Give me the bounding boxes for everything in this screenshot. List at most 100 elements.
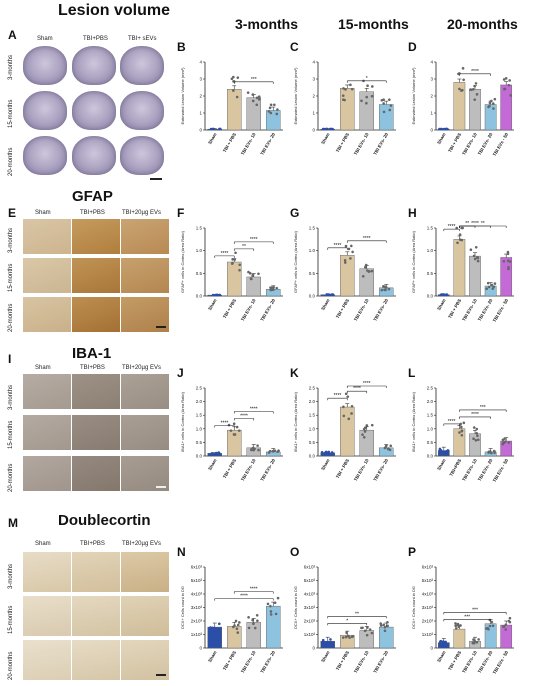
brain-section-image <box>23 136 67 175</box>
scale-bar <box>156 674 166 676</box>
data-point <box>256 444 259 447</box>
data-point <box>347 247 351 251</box>
data-point <box>276 450 279 453</box>
iba1-micrograph <box>23 456 71 491</box>
data-point <box>275 286 279 290</box>
data-point <box>344 635 348 639</box>
column-title-3-months: 3-months <box>235 16 298 32</box>
data-point <box>492 285 496 289</box>
data-point <box>327 640 330 644</box>
data-point <box>346 395 350 398</box>
y-tick-label: 3 <box>430 77 433 82</box>
data-point <box>328 293 332 297</box>
panel-label: C <box>290 40 299 54</box>
data-point <box>214 629 217 632</box>
data-point <box>236 631 240 634</box>
y-tick-label: 2x10³ <box>422 619 434 624</box>
x-tick-label: TBI EVs- 10 <box>240 458 257 482</box>
data-point <box>458 431 461 434</box>
scale-bar <box>156 486 166 488</box>
x-tick-label: TBI EVs- 10 <box>240 298 257 322</box>
data-point <box>491 102 495 105</box>
y-tick-label: 1x10³ <box>422 632 434 637</box>
y-tick-label: 2 <box>430 94 433 99</box>
data-point <box>255 103 259 107</box>
y-tick-label: 1 <box>199 111 202 116</box>
data-point <box>472 426 476 429</box>
dcx-micrograph <box>72 596 120 636</box>
brain-section-image <box>120 136 164 175</box>
data-point <box>454 624 457 628</box>
data-point <box>485 287 489 290</box>
data-point <box>380 288 384 292</box>
data-point <box>472 638 475 641</box>
section-key-i: I <box>8 352 12 366</box>
data-point <box>502 259 506 263</box>
y-tick-label: 1x10³ <box>191 632 203 637</box>
x-tick-label: TBI EVs- 10 <box>353 458 370 482</box>
x-tick-label: Sham <box>436 650 446 663</box>
data-point <box>493 282 497 285</box>
bar <box>453 628 466 649</box>
x-tick-label: Sham <box>320 458 330 471</box>
data-point <box>230 77 234 81</box>
col-header-tbi-pbs: TBI+PBS <box>80 210 105 216</box>
data-point <box>458 87 461 91</box>
dcx-micrograph <box>23 552 71 592</box>
data-point <box>247 270 250 274</box>
panel-label: D <box>408 40 417 54</box>
data-point <box>455 226 459 230</box>
data-point <box>484 627 488 630</box>
row-label-15-months: 15-months <box>8 420 14 449</box>
chart-panel-o: O DCX+ Cells count in DG 0 1x10³ 2x10³ 3x10³ 4… <box>288 545 400 680</box>
data-point <box>269 103 273 107</box>
data-point <box>386 620 389 624</box>
y-tick-label: 1.5 <box>309 413 316 418</box>
data-point <box>502 78 506 81</box>
y-tick-label: 4x10³ <box>304 592 316 597</box>
data-point <box>238 621 241 624</box>
row-label-20-months: 20-months <box>8 463 14 492</box>
data-point <box>342 405 345 409</box>
y-tick-label: 0 <box>199 128 202 133</box>
bar <box>500 84 513 131</box>
section-title-lesion-volume: Lesion volume <box>58 2 171 19</box>
data-point <box>491 287 495 290</box>
brain-section-image <box>23 91 67 130</box>
gfap-micrograph <box>72 219 120 254</box>
bar <box>359 268 374 297</box>
data-point <box>462 78 465 82</box>
chart-g: G GFAP+ cells in Cortex (Area Ratio) 0.0 0.… <box>290 206 396 322</box>
x-tick-label: TBI EVs- 20 <box>372 132 389 156</box>
data-point <box>350 412 353 415</box>
y-axis-label: IBA1+ cells in Cortex (Area Ratio) <box>180 391 185 452</box>
bar <box>500 257 513 297</box>
bar <box>227 89 242 131</box>
y-tick-label: 0.0 <box>427 454 434 459</box>
data-point <box>388 108 392 112</box>
y-axis-label: GFAP+ cells in Cortex (Area Ratio) <box>180 230 185 293</box>
data-point <box>257 448 260 452</box>
y-tick-label: 4x10³ <box>422 592 434 597</box>
x-tick-label: TBI EVs - 50 <box>492 650 510 675</box>
data-point <box>237 429 241 432</box>
data-point <box>276 596 280 600</box>
data-point <box>350 87 354 91</box>
x-tick-label: TBI + PBS <box>222 650 237 671</box>
data-point <box>371 85 374 88</box>
significance-label: **** <box>240 594 248 600</box>
bar <box>469 89 481 131</box>
brain-section-image <box>72 91 116 130</box>
iba1-micrograph <box>121 415 169 450</box>
data-point <box>325 640 328 644</box>
data-point <box>475 427 479 431</box>
x-tick-label: TBI EVs- 20 <box>372 298 389 322</box>
y-tick-label: 1 <box>312 111 315 116</box>
data-point <box>218 127 221 131</box>
row-label-20-months: 20-months <box>8 303 14 332</box>
scale-bar <box>156 326 166 328</box>
data-point <box>385 286 388 289</box>
y-tick-label: 0.5 <box>196 440 203 445</box>
data-point <box>236 76 240 79</box>
bar <box>359 630 374 649</box>
